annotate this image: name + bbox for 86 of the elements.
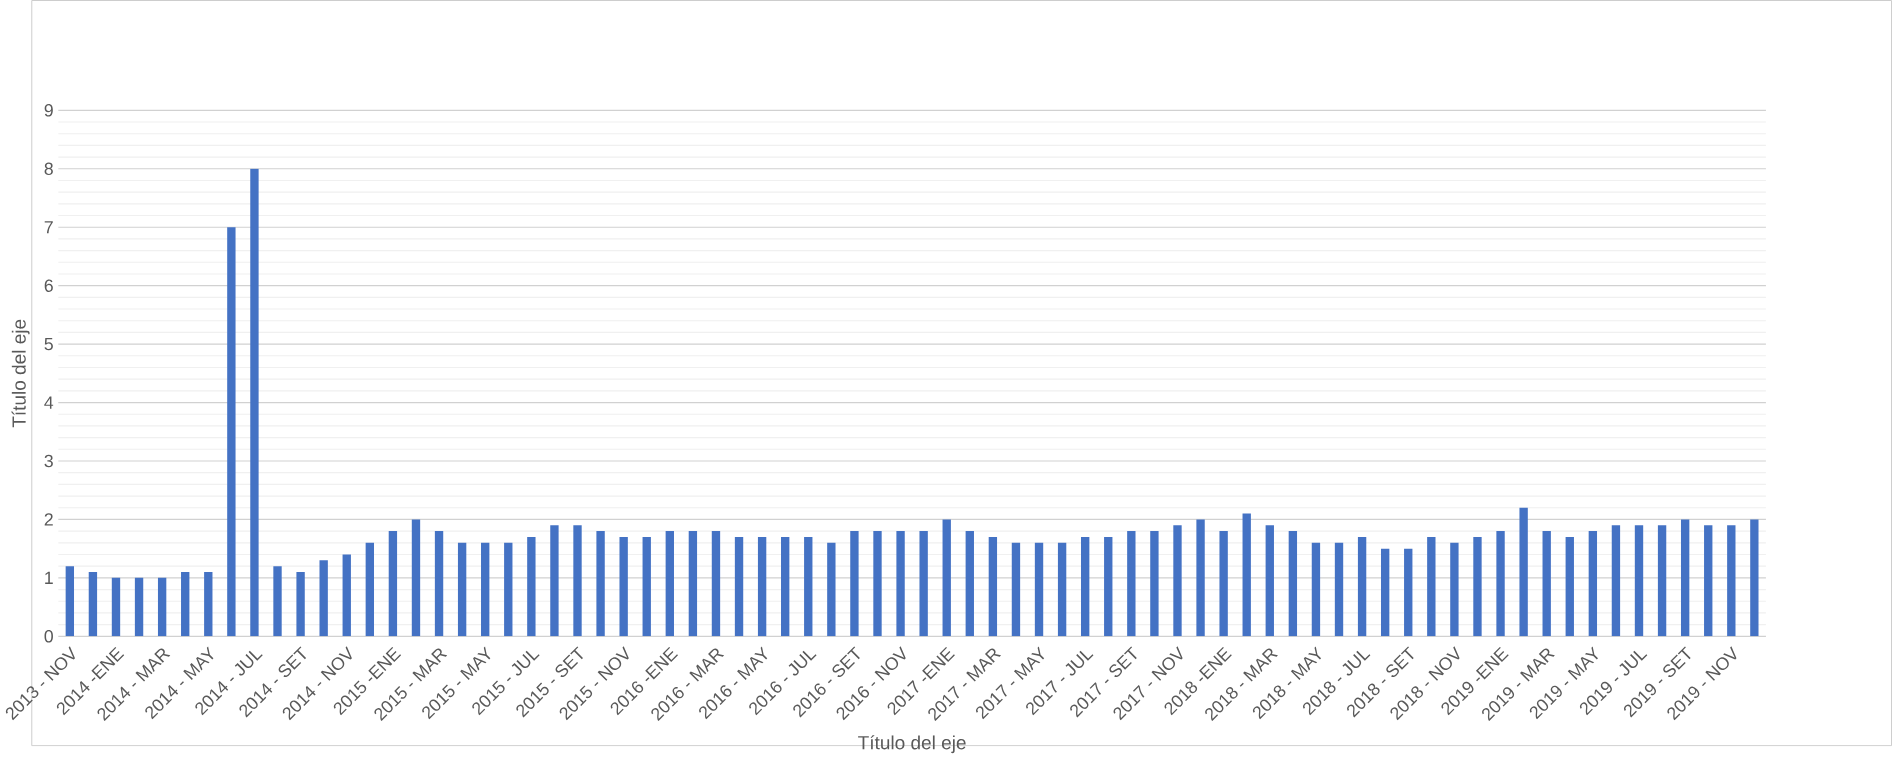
bar (850, 531, 859, 637)
bar (896, 531, 905, 637)
y-tick-label: 5 (44, 338, 53, 351)
bar (1542, 531, 1551, 637)
y-tick-label: 9 (44, 104, 53, 117)
bar (1519, 507, 1528, 637)
bar (827, 543, 836, 637)
x-axis-title: Título del eje (858, 735, 966, 754)
bar (1427, 537, 1436, 637)
bar (873, 531, 882, 637)
bar (942, 519, 951, 637)
bar (1404, 548, 1413, 637)
bar (181, 572, 190, 637)
bar (1057, 543, 1067, 637)
y-tick-label: 8 (44, 162, 53, 176)
bar (734, 537, 744, 637)
bar (711, 531, 721, 637)
bar (527, 537, 536, 637)
bar (411, 519, 421, 637)
bar (1311, 543, 1321, 637)
bar (1473, 537, 1482, 637)
bar (804, 537, 813, 637)
bar (1034, 543, 1044, 637)
bar (550, 525, 559, 637)
bar (111, 578, 121, 637)
y-axis-title: Título del eje (11, 319, 30, 428)
bar (157, 578, 167, 637)
bar (1288, 531, 1298, 637)
bar (1380, 548, 1390, 637)
bar (988, 537, 998, 637)
bar (1611, 525, 1621, 637)
bar (619, 537, 628, 637)
bar (1265, 525, 1274, 637)
bar (65, 566, 75, 637)
bar (781, 537, 790, 637)
bar (1704, 525, 1713, 637)
bar (1011, 543, 1021, 637)
bar (1657, 525, 1667, 637)
bar (965, 531, 974, 637)
bar (504, 543, 513, 637)
y-tick-label: 6 (44, 279, 53, 293)
bar (227, 227, 236, 637)
bar (1081, 537, 1090, 637)
bar (688, 531, 698, 637)
y-tick-label: 3 (44, 454, 53, 468)
y-tick-label: 4 (44, 396, 54, 409)
y-tick-label: 2 (44, 513, 53, 526)
bar (388, 531, 398, 637)
bar (1173, 525, 1182, 637)
bar (1334, 543, 1344, 637)
y-tick-label: 0 (44, 630, 53, 643)
bar (573, 525, 582, 637)
bar (665, 531, 674, 637)
bar (1450, 543, 1459, 637)
bar (1104, 537, 1113, 637)
bar (1357, 537, 1367, 637)
bar (434, 531, 444, 637)
bar (250, 169, 259, 637)
y-tick-label: 7 (44, 221, 53, 234)
bar (596, 531, 605, 637)
bar (1150, 531, 1159, 637)
bar (457, 543, 467, 637)
bar (481, 543, 490, 637)
bar (1219, 531, 1228, 637)
bar (919, 531, 928, 637)
bar (1565, 537, 1574, 637)
bar (88, 572, 98, 637)
y-tick-label: 1 (45, 571, 53, 585)
bar (1680, 519, 1690, 637)
bar (1127, 531, 1136, 637)
bar (1242, 513, 1251, 637)
bar (1496, 531, 1505, 637)
bar (1750, 519, 1759, 637)
bar (204, 572, 213, 637)
bar (642, 537, 651, 637)
bar (319, 560, 328, 637)
bar (1634, 525, 1644, 637)
bar (134, 578, 144, 637)
bar (757, 537, 767, 637)
bar (342, 554, 351, 637)
bar (296, 572, 305, 637)
bar (1588, 531, 1598, 637)
bar (1196, 519, 1205, 637)
bar (1727, 525, 1736, 637)
bar (365, 543, 374, 637)
bar (273, 566, 282, 637)
